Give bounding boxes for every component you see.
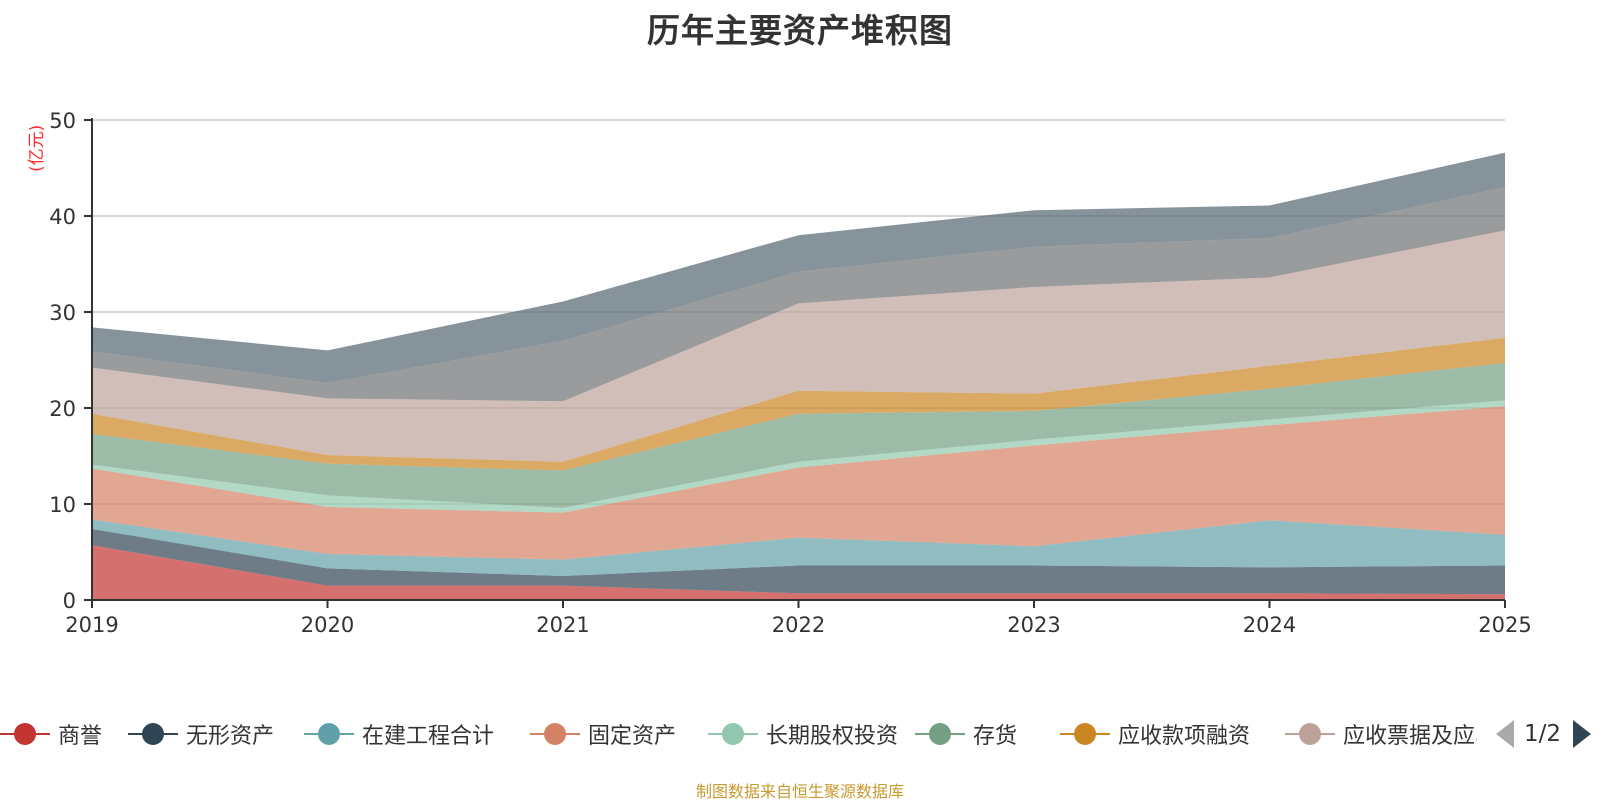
- legend-marker-icon: [530, 722, 580, 746]
- x-tick-label: 2023: [1007, 613, 1060, 637]
- area-7[interactable]: [92, 337, 1505, 471]
- legend-marker-icon: [915, 722, 965, 746]
- legend: 商誉 无形资产 在建工程合计 固定资产 长期股权投资 存货 应收款项融资 应收票据及应收账款: [0, 716, 1600, 752]
- legend-marker-icon: [708, 722, 758, 746]
- legend-label: 应收款项融资: [1118, 724, 1251, 749]
- area-3[interactable]: [92, 519, 1505, 576]
- legend-marker-icon: [1285, 722, 1335, 746]
- legend-item[interactable]: 在建工程合计: [304, 716, 494, 752]
- x-tick-label: 2020: [301, 613, 354, 637]
- y-tick-label: 0: [63, 589, 76, 613]
- legend-marker-icon: [304, 722, 354, 746]
- x-tick-label: 2021: [536, 613, 589, 637]
- legend-label: 存货: [973, 724, 1018, 749]
- legend-label: 商誉: [58, 724, 103, 749]
- source-note: 制图数据来自恒生聚源数据库: [695, 782, 904, 801]
- axes: 0 10 20 30 40 50 2019 2020 2021 2022 2023 2024 2025: [49, 109, 1531, 637]
- triangle-left-icon[interactable]: [1496, 720, 1514, 748]
- legend-item[interactable]: 长期股权投资: [708, 716, 898, 752]
- area-1[interactable]: [92, 545, 1505, 600]
- x-tick-label: 2019: [65, 613, 118, 637]
- legend-item[interactable]: 应收票据及应收账款: [1285, 716, 1477, 752]
- y-tick-label: 20: [49, 397, 76, 421]
- legend-page-indicator: 1/2: [1524, 721, 1562, 747]
- legend-item[interactable]: 存货: [915, 716, 1017, 752]
- legend-item[interactable]: 固定资产: [530, 716, 676, 752]
- y-tick-label: 40: [49, 205, 76, 229]
- chart-title: 历年主要资产堆积图: [647, 11, 953, 50]
- legend-label: 固定资产: [588, 724, 677, 749]
- legend-label: 在建工程合计: [362, 724, 495, 749]
- legend-pager: 1/2: [1496, 716, 1600, 752]
- x-tick-label: 2022: [772, 613, 825, 637]
- legend-item[interactable]: 商誉: [0, 716, 102, 752]
- legend-item[interactable]: 无形资产: [128, 716, 274, 752]
- y-tick-label: 10: [49, 493, 76, 517]
- legend-label: 无形资产: [186, 724, 275, 749]
- legend-label: 应收票据及应收账款: [1343, 724, 1477, 749]
- legend-item[interactable]: 应收款项融资: [1060, 716, 1250, 752]
- x-tick-label: 2025: [1478, 613, 1531, 637]
- triangle-right-icon[interactable]: [1573, 720, 1592, 748]
- legend-marker-icon: [1060, 722, 1110, 746]
- area-6[interactable]: [92, 362, 1505, 508]
- y-tick-label: 50: [49, 109, 76, 133]
- area-layers: [92, 152, 1505, 600]
- y-tick-label: 30: [49, 301, 76, 325]
- area-8[interactable]: [92, 230, 1505, 462]
- legend-label: 长期股权投资: [766, 724, 899, 749]
- area-9[interactable]: [92, 187, 1505, 402]
- legend-marker-icon: [0, 722, 50, 746]
- area-10[interactable]: [92, 152, 1505, 384]
- x-tick-label: 2024: [1243, 613, 1296, 637]
- legend-marker-icon: [128, 722, 178, 746]
- area-4[interactable]: [92, 406, 1505, 560]
- area-2[interactable]: [92, 528, 1505, 595]
